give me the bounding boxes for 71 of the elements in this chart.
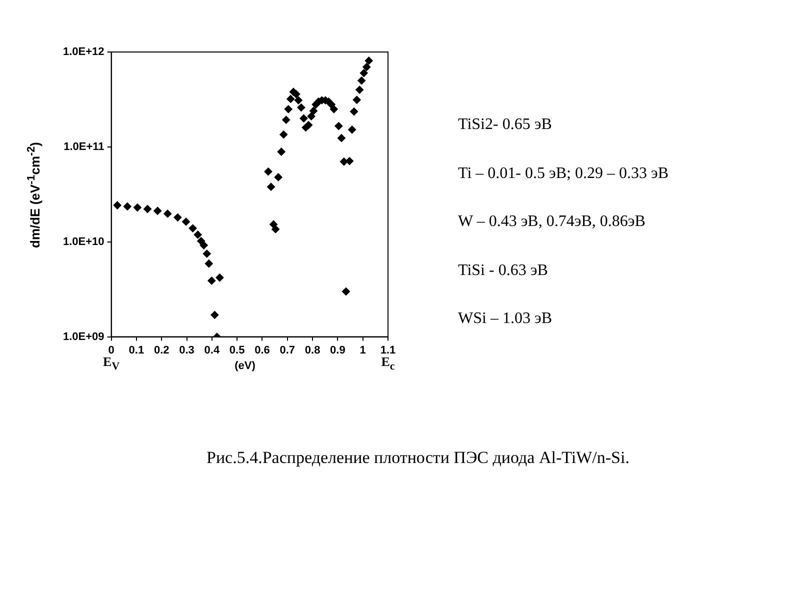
text: Ti – 0.01- 0.5 эВ; 0.29 – 0.33 эВ	[458, 164, 669, 184]
y-tick-label: 1.0E+12	[62, 46, 104, 58]
point	[360, 69, 368, 78]
point	[348, 126, 356, 134]
point	[277, 148, 286, 156]
point	[304, 121, 313, 130]
point	[204, 260, 213, 268]
text: Рис.5.4.Распределение плотности ПЭС диода Al-TiW/n-Si.	[206, 448, 630, 468]
point	[330, 105, 338, 114]
y-tick-label: 1.0E+11	[64, 140, 104, 153]
point	[340, 158, 348, 166]
point	[164, 210, 172, 218]
x-tick-label: 0	[108, 344, 114, 356]
point	[113, 201, 122, 210]
point	[364, 56, 373, 65]
text: WSi – 1.03 эВ	[458, 310, 553, 329]
point	[133, 204, 142, 212]
x-tick-label: 0.8	[304, 344, 320, 356]
x-tick-label: 0.5	[229, 344, 245, 356]
point	[210, 310, 219, 319]
text: E$_{V}$	[103, 354, 120, 373]
point	[342, 288, 350, 296]
point	[144, 204, 152, 213]
point	[280, 130, 288, 139]
x-tick-label: 0.6	[254, 344, 270, 356]
text: TiSi2- 0.65 эВ	[458, 116, 553, 135]
point	[358, 76, 366, 85]
point	[174, 213, 182, 222]
point	[208, 276, 216, 285]
point	[300, 114, 308, 122]
x-axis-title: (eV)	[234, 360, 256, 372]
point	[188, 224, 197, 232]
x-tick-label: 0.2	[154, 344, 170, 356]
point	[267, 182, 276, 191]
text: TiSi - 0.63 эВ	[458, 262, 549, 280]
point	[216, 274, 224, 282]
point	[154, 206, 162, 215]
x-tick-label: 0.7	[280, 344, 296, 356]
point	[327, 100, 336, 108]
point	[200, 241, 208, 250]
point	[337, 134, 346, 142]
point	[123, 202, 132, 210]
text: E$_{c}$	[381, 354, 395, 373]
point	[297, 104, 306, 112]
point	[284, 105, 292, 114]
point	[272, 225, 280, 234]
point	[356, 86, 364, 94]
x-tick-label: 1.1	[380, 344, 396, 356]
point	[286, 94, 295, 103]
point	[194, 230, 202, 239]
point	[182, 218, 190, 226]
y-tick-label: 1.0E+10	[62, 236, 104, 248]
point	[310, 106, 318, 115]
point	[294, 96, 302, 104]
point	[352, 96, 361, 104]
point	[350, 108, 358, 116]
point	[282, 116, 290, 124]
point	[274, 173, 282, 182]
point	[346, 157, 354, 166]
x-tick-label: 0.9	[330, 344, 346, 356]
x-tick-label: 1	[360, 344, 366, 356]
text: W – 0.43 эВ, 0.74эВ, 0.86эВ	[458, 213, 646, 232]
point	[264, 168, 272, 176]
y-tick-label: 1.0E+09	[62, 330, 104, 343]
point	[202, 250, 211, 258]
x-tick-label: 0.3	[179, 344, 194, 356]
point	[307, 112, 316, 120]
x-tick-label: 0.1	[128, 344, 144, 356]
x-tick-label: 0.4	[204, 344, 220, 356]
point	[334, 122, 343, 130]
point	[362, 63, 371, 71]
